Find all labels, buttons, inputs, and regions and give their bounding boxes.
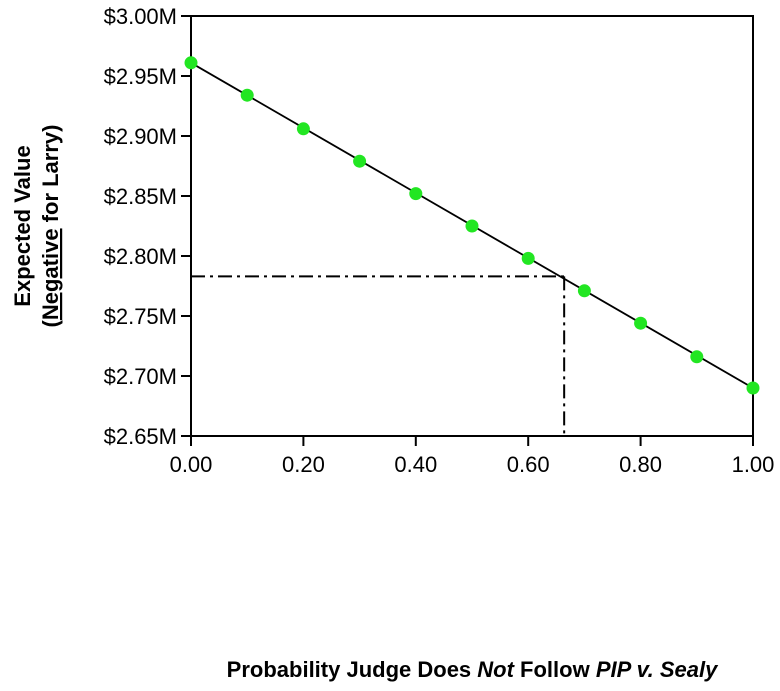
reference-lines — [191, 275, 566, 436]
data-point — [353, 154, 367, 168]
data-point — [465, 219, 479, 233]
y-axis-ticks: $2.65M $2.70M $2.75M $2.80M $2.85M $2.90M $2.9… — [104, 4, 191, 449]
x-tick-label: 0.80 — [619, 452, 662, 477]
y-axis-title-line1: Expected Value — [10, 145, 35, 306]
x-axis-title: Probability Judge Does Not Follow PIP v.… — [227, 657, 719, 682]
data-point — [577, 284, 591, 298]
y-axis-title-open-paren: ( — [38, 319, 63, 327]
y-axis-title-line2: (Negative for Larry) — [38, 125, 63, 328]
x-tick-label: 0.40 — [394, 452, 437, 477]
y-tick-label: $2.65M — [104, 424, 177, 449]
y-tick-label: $2.95M — [104, 64, 177, 89]
y-tick-label: $2.85M — [104, 184, 177, 209]
data-point — [184, 56, 198, 70]
data-point — [409, 187, 423, 201]
data-point — [240, 88, 254, 102]
x-tick-label: 0.60 — [507, 452, 550, 477]
y-axis-title: Expected Value (Negative for Larry) — [10, 125, 63, 328]
x-tick-label: 0.20 — [282, 452, 325, 477]
x-axis-title-part2: Not — [477, 657, 515, 682]
y-tick-label: $2.90M — [104, 124, 177, 149]
x-axis-title-part3: Follow — [514, 657, 596, 682]
data-point — [521, 251, 535, 265]
x-tick-label: 0.00 — [170, 452, 213, 477]
y-tick-label: $2.70M — [104, 364, 177, 389]
data-point — [634, 316, 648, 330]
y-tick-label: $3.00M — [104, 4, 177, 29]
plot-frame — [190, 15, 754, 437]
data-point — [746, 381, 760, 395]
x-axis-title-part1: Probability Judge Does — [227, 657, 478, 682]
data-point — [296, 122, 310, 136]
x-axis-title-part4: PIP v. Sealy — [596, 657, 719, 682]
y-tick-label: $2.80M — [104, 244, 177, 269]
x-axis-ticks: 0.00 0.20 0.40 0.60 0.80 1.00 — [170, 436, 775, 477]
data-points — [184, 56, 760, 395]
y-axis-title-rest: for Larry) — [38, 125, 63, 229]
y-tick-label: $2.75M — [104, 304, 177, 329]
data-point — [690, 350, 704, 364]
y-axis-title-underlined: Negative — [38, 228, 63, 320]
x-tick-label: 1.00 — [732, 452, 775, 477]
